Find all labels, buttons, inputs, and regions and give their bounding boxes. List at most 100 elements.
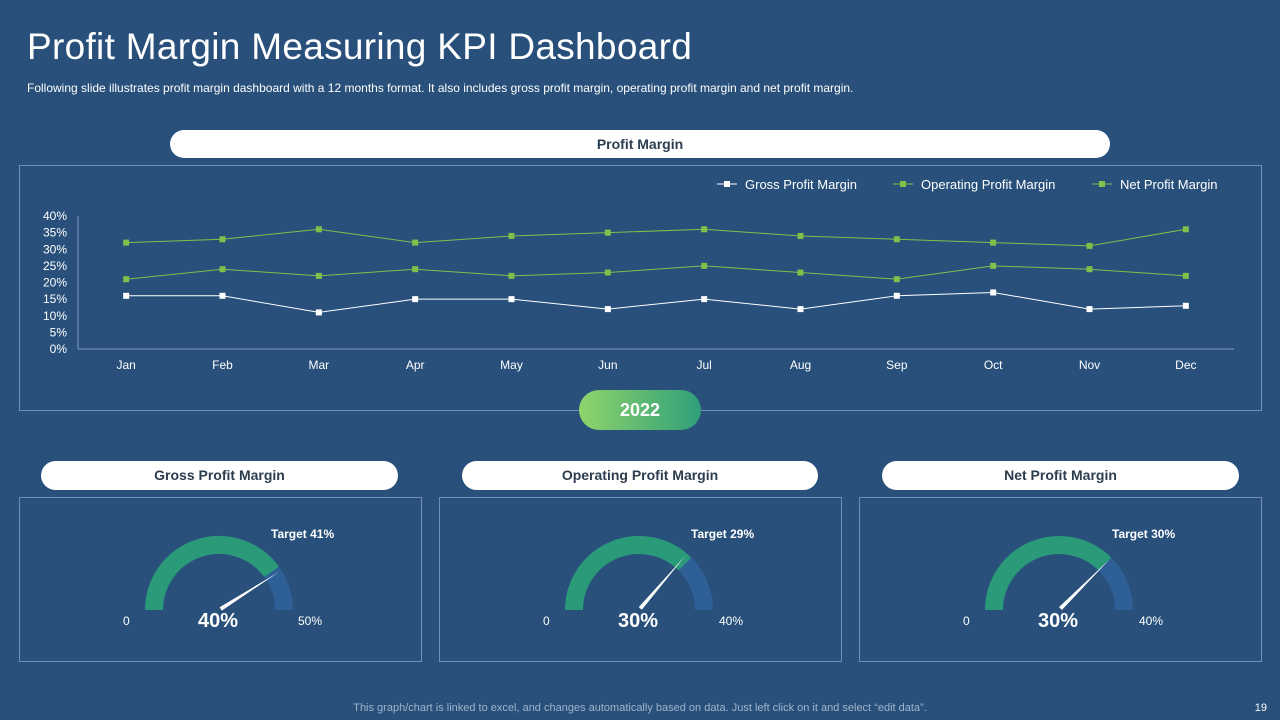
data-point [219,266,226,273]
data-point [508,272,515,279]
x-tick-label: Mar [308,358,329,372]
data-point [219,236,226,243]
data-point [1086,242,1093,249]
data-point [123,292,130,299]
data-point [990,239,997,246]
data-point [604,269,611,276]
series-line [126,265,1186,280]
gauge-gross[interactable] [20,498,423,663]
x-tick-label: Nov [1079,358,1100,372]
line-chart[interactable]: 0% 5% 10% 15% 20% 25% 30% 35% 40% Jan Feb Mar Apr May… [20,166,1263,412]
legend-entry: Gross Profit Margin [745,177,857,192]
x-tick-label: May [500,358,523,372]
data-point [797,269,804,276]
gauge-needle [638,556,686,610]
y-tick-label: 30% [43,242,67,256]
data-point [1182,302,1189,309]
data-point [990,262,997,269]
data-point [1182,226,1189,233]
y-tick-label: 40% [43,209,67,223]
data-point [508,232,515,239]
gauge-header-gross: Gross Profit Margin [41,461,398,490]
gauge-fill [145,536,279,611]
gauge-target-label: Target 30% [1112,527,1176,541]
gauge-target-label: Target 29% [691,527,755,541]
data-point [315,309,322,316]
gauge-panel-net: Target 30% 0 40% 30% [859,497,1262,662]
data-point [893,292,900,299]
data-point [219,292,226,299]
data-point [701,226,708,233]
data-point [412,239,419,246]
data-point [315,226,322,233]
gauge-fill [985,536,1112,611]
y-tick-label: 5% [50,325,68,339]
gauge-value-label: 30% [618,610,659,632]
gauge-panel-gross: Target 41% 0 50% 40% [19,497,422,662]
data-point [315,272,322,279]
gauge-header-net: Net Profit Margin [882,461,1239,490]
series-line [126,291,1186,313]
x-tick-label: Dec [1175,358,1196,372]
data-point [1086,306,1093,313]
x-tick-label: Sep [886,358,908,372]
year-badge: 2022 [579,390,701,430]
y-tick-label: 10% [43,309,67,323]
footer-note: This graph/chart is linked to excel, and… [353,702,927,714]
gauge-needle [1059,559,1110,610]
gauge-max-label: 50% [298,614,323,628]
data-point [412,266,419,273]
x-tick-label: Aug [790,358,811,372]
data-point [1086,266,1093,273]
gauge-panel-operating: Target 29% 0 40% 30% [439,497,842,662]
x-tick-label: Jan [116,358,135,372]
gauge-fill [565,536,692,611]
legend-entry: Net Profit Margin [1120,177,1218,192]
data-point [123,239,130,246]
data-point [604,229,611,236]
x-tick-label: Oct [984,358,1003,372]
data-point [701,262,708,269]
gauge-value-label: 30% [1038,610,1079,632]
gauge-min-label: 0 [543,614,550,628]
gauge-net[interactable] [860,498,1263,663]
gauge-min-label: 0 [123,614,130,628]
y-tick-label: 15% [43,292,67,306]
y-tick-label: 25% [43,259,67,273]
page-number: 19 [1254,702,1267,714]
gauge-value-label: 40% [198,610,239,632]
y-tick-label: 0% [50,342,68,356]
page-subtitle: Following slide illustrates profit margi… [27,81,854,95]
chart-header-pill: Profit Margin [170,130,1110,158]
y-tick-label: 20% [43,276,67,290]
gauge-max-label: 40% [1139,614,1164,628]
data-point [797,232,804,239]
legend-swatch-marker [900,181,906,187]
data-point [412,296,419,303]
series-line [126,228,1186,247]
data-point [893,236,900,243]
gauge-target-label: Target 41% [271,527,335,541]
x-tick-label: Jun [598,358,617,372]
legend-entry: Operating Profit Margin [921,177,1055,192]
gauge-needle [219,571,279,611]
data-point [797,306,804,313]
data-point [893,276,900,283]
x-tick-label: Apr [406,358,425,372]
data-point [508,296,515,303]
data-point [604,306,611,313]
line-chart-panel: 0% 5% 10% 15% 20% 25% 30% 35% 40% Jan Feb Mar Apr May… [19,165,1262,411]
legend-swatch-marker [724,181,730,187]
gauge-header-operating: Operating Profit Margin [462,461,818,490]
data-point [123,276,130,283]
gauge-min-label: 0 [963,614,970,628]
gauge-max-label: 40% [719,614,744,628]
data-point [990,289,997,296]
gauge-operating[interactable] [440,498,843,663]
x-tick-label: Feb [212,358,233,372]
legend-swatch-marker [1099,181,1105,187]
y-tick-label: 35% [43,226,67,240]
x-tick-label: Jul [696,358,711,372]
data-point [1182,272,1189,279]
data-point [701,296,708,303]
